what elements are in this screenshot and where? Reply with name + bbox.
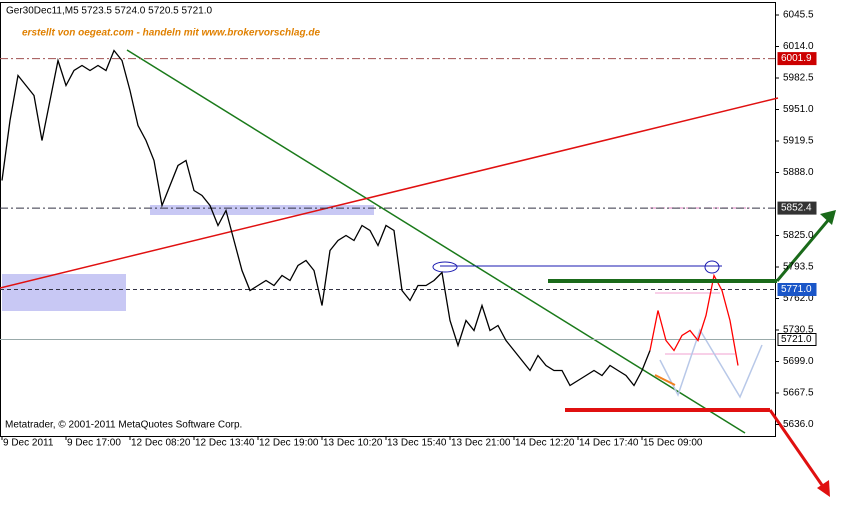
y-tick-label: 6014.0 [783,41,814,52]
x-tick-label: 14 Dec 17:40 [579,438,639,449]
y-tick-label: 6045.5 [783,10,814,21]
price-label-box [777,201,817,215]
x-tick-label: 13 Dec 21:00 [451,438,511,449]
y-tick-label: 5667.5 [783,388,814,399]
marker [432,261,458,273]
price-label: 5771.0 [781,284,812,295]
arrow [768,409,826,489]
y-tick-label: 5825.0 [783,230,814,241]
x-tick-label: 12 Dec 08:20 [131,438,191,449]
x-tick-label: 14 Dec 12:20 [515,438,575,449]
x-tick-label: 9 Dec 17:00 [67,438,121,449]
trend-line [0,97,779,289]
price-label-box [777,333,817,346]
y-tick-label: 5919.5 [783,136,814,147]
footer: Metatrader, © 2001-2011 MetaQuotes Softw… [5,420,242,431]
price-line-series [649,273,739,366]
x-tick-label: 13 Dec 15:40 [387,438,447,449]
zone [150,205,374,215]
x-tick-label: 15 Dec 09:00 [643,438,703,449]
plot [0,49,775,387]
guide [654,374,676,386]
y-tick-label: 5762.0 [783,293,814,304]
arrow-head [817,480,830,497]
price-label: 5721.0 [781,334,812,345]
y-tick-label: 5982.5 [783,73,814,84]
plot-frame [0,2,776,437]
marker [704,260,720,274]
y-tick-label: 5951.0 [783,104,814,115]
price-label-box [777,52,817,66]
price-label-box [777,283,817,296]
x-tick-label: 12 Dec 19:00 [259,438,319,449]
price-line-series [1,49,651,387]
x-tick-label: 9 Dec 2011 [3,438,54,449]
chart-title: Ger30Dec11,M5 5723.5 5724.0 5720.5 5721.… [6,6,213,17]
y-tick-label: 5730.5 [783,325,814,336]
x-tick-label: 12 Dec 13:40 [195,438,255,449]
y-tick-label: 5793.5 [783,262,814,273]
y-tick-label: 5636.0 [783,419,814,430]
price-label: 6001.9 [781,53,812,64]
subtitle: erstellt von oegeat.com - handeln mit ww… [22,28,320,39]
price-label: 5852.4 [781,203,812,214]
arrow-head [820,210,836,225]
zone [2,274,126,311]
arrow [775,217,832,282]
y-tick-label: 5888.0 [783,167,814,178]
x-tick-label: 13 Dec 10:20 [323,438,383,449]
y-tick-label: 5699.0 [783,356,814,367]
